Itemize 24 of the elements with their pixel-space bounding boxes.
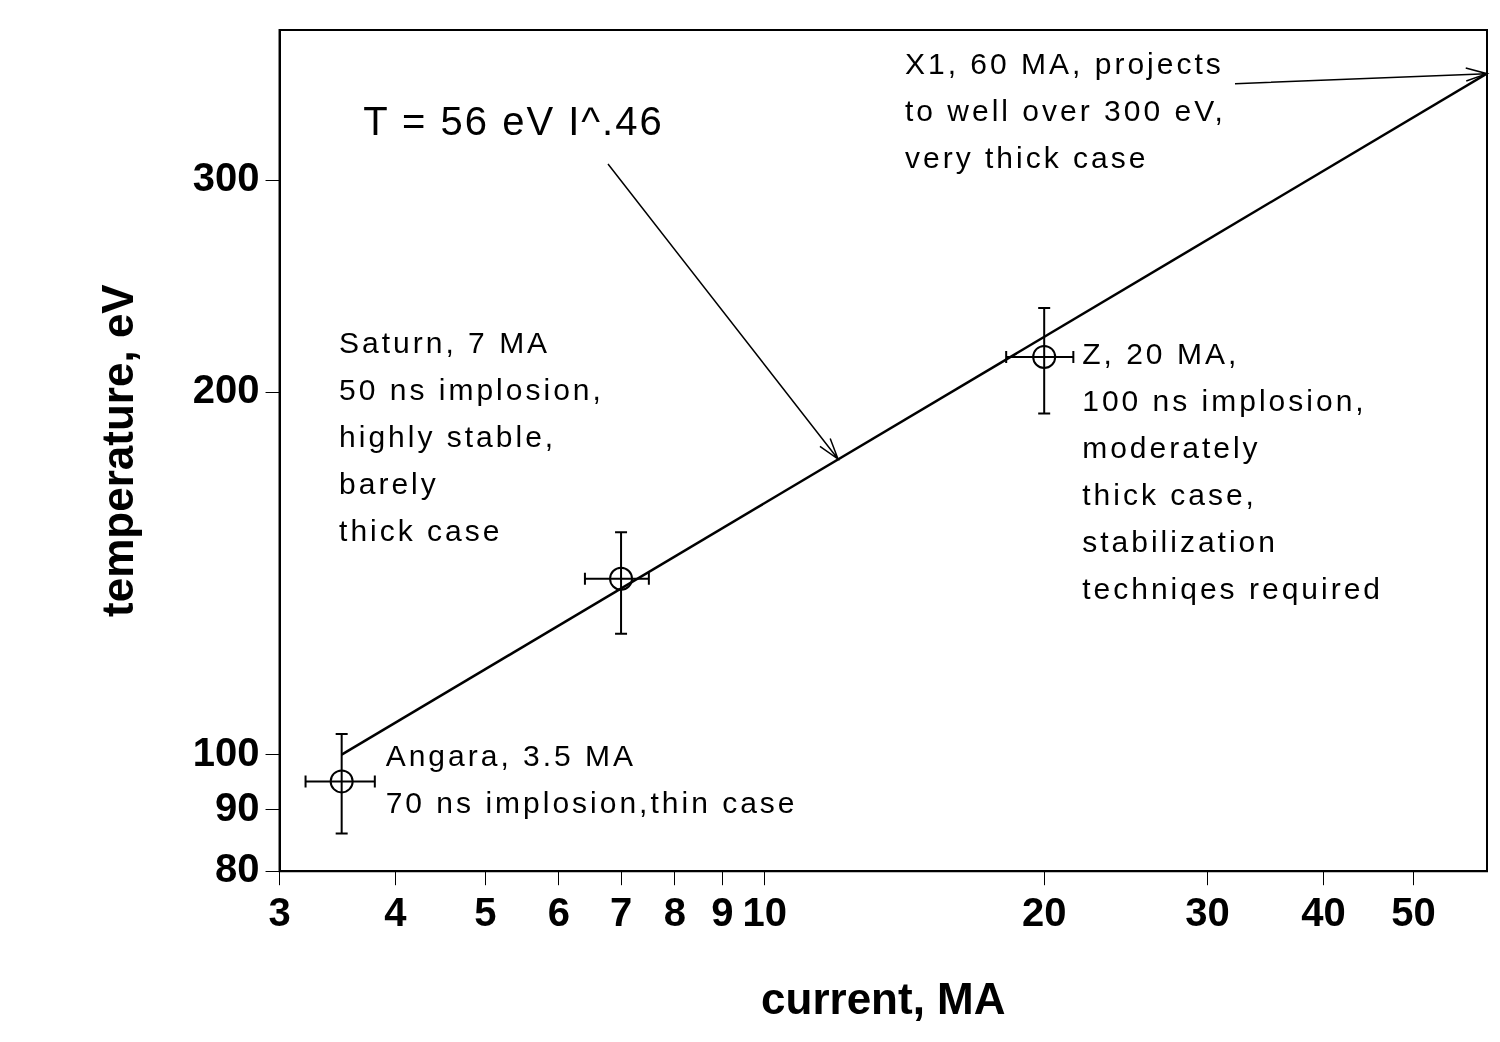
y-tick-label: 100 [192,729,260,774]
annotation: Saturn, 7 MA 50 ns implosion, highly stable, barely thick case [339,325,604,547]
annotation: Z, 20 MA, 100 ns implosion, moderately thick case, stabilization techniqes required [1082,337,1384,606]
x-tick-label: 9 [711,890,734,935]
x-tick-label: 30 [1185,890,1230,935]
y-tick-label: 90 [215,784,260,829]
x-tick-label: 7 [609,890,633,935]
x-tick-label: 40 [1301,890,1346,935]
y-tick-label: 300 [192,155,260,200]
x-tick-label: 50 [1391,890,1436,935]
y-axis-title: temperature, eV [92,283,142,617]
x-axis-title: current, MA [761,973,1006,1023]
x-tick-label: 4 [384,890,408,935]
x-tick-label: 5 [474,890,497,935]
x-tick-label: 6 [547,890,571,935]
x-tick-label: 8 [663,890,686,935]
x-tick-label: 3 [268,890,291,935]
annotation: X1, 60 MA, projects to well over 300 eV, very thick case [905,46,1226,174]
x-tick-label: 10 [742,890,788,935]
annotation: Angara, 3.5 MA 70 ns implosion,thin case [385,738,798,819]
x-tick-label: 20 [1021,890,1067,935]
annotation: T = 56 eV I^.46 [363,99,664,144]
y-tick-label: 200 [192,367,260,412]
y-tick-label: 80 [215,846,260,891]
